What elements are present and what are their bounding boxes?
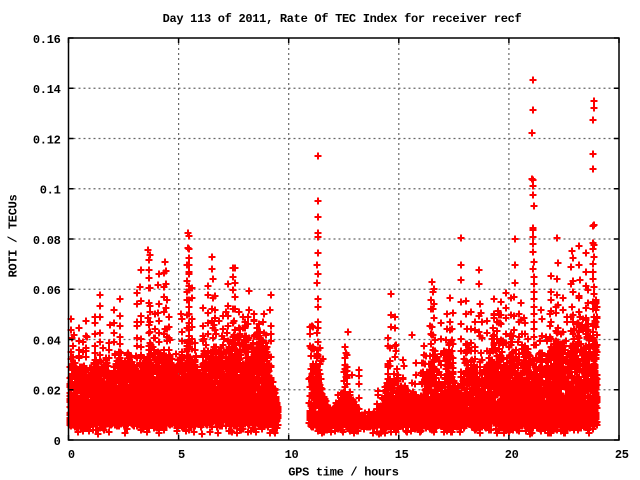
svg-text:ROTI / TECUs: ROTI / TECUs bbox=[7, 195, 21, 278]
svg-text:0: 0 bbox=[68, 448, 75, 462]
svg-text:GPS time / hours: GPS time / hours bbox=[288, 466, 399, 480]
svg-text:0.06: 0.06 bbox=[33, 284, 61, 298]
svg-text:15: 15 bbox=[395, 448, 409, 462]
svg-text:25: 25 bbox=[615, 448, 629, 462]
svg-text:0.08: 0.08 bbox=[33, 234, 61, 248]
svg-text:0.02: 0.02 bbox=[33, 385, 61, 399]
svg-text:5: 5 bbox=[178, 448, 185, 462]
svg-text:0.12: 0.12 bbox=[33, 133, 61, 147]
svg-text:0.16: 0.16 bbox=[33, 33, 61, 47]
svg-text:Day 113 of 2011, Rate Of TEC I: Day 113 of 2011, Rate Of TEC Index for r… bbox=[163, 12, 522, 26]
svg-text:0.1: 0.1 bbox=[40, 184, 61, 198]
svg-text:0.14: 0.14 bbox=[33, 83, 61, 97]
svg-text:0.04: 0.04 bbox=[33, 334, 61, 348]
svg-text:0: 0 bbox=[54, 435, 61, 449]
svg-text:10: 10 bbox=[285, 448, 299, 462]
svg-text:20: 20 bbox=[505, 448, 519, 462]
